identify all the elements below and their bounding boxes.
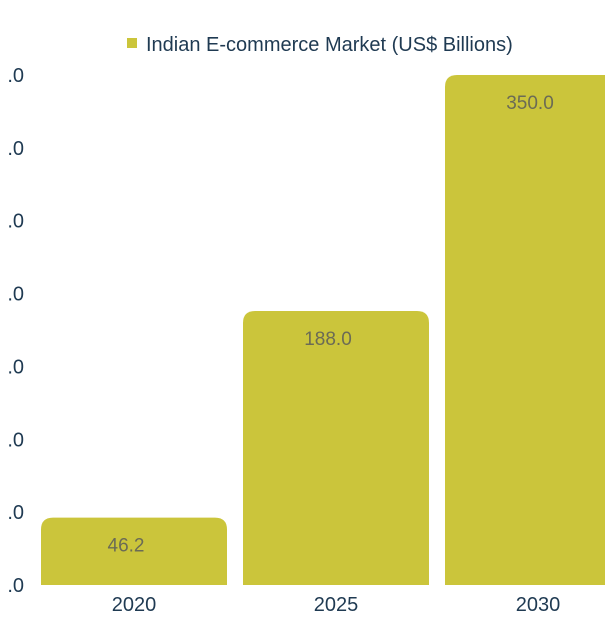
bar-2025 [243,311,429,585]
x-tick-label-2030: 2030 [516,594,561,616]
bars: 46.2 188.0 350.0 [41,75,605,585]
y-axis: .0 .0 .0 .0 .0 .0 .0 .0 [7,65,24,597]
y-tick-label: .0 [7,356,24,378]
y-tick-label: .0 [7,284,24,306]
x-axis: 2020 2025 2030 [112,594,561,616]
x-tick-label-2025: 2025 [314,594,359,616]
bar-2020 [41,517,227,585]
legend-label: Indian E-commerce Market (US$ Billions) [146,34,513,56]
x-tick-label-2020: 2020 [112,594,157,616]
bar-2030 [445,75,605,585]
y-tick-label: .0 [7,65,24,87]
data-label-2020: 46.2 [108,536,145,557]
data-label-2025: 188.0 [304,329,352,350]
y-tick-label: .0 [7,211,24,233]
y-tick-label: .0 [7,575,24,597]
data-label-2030: 350.0 [506,93,554,114]
y-tick-label: .0 [7,138,24,160]
y-tick-label: .0 [7,429,24,451]
y-tick-label: .0 [7,502,24,524]
legend: Indian E-commerce Market (US$ Billions) [127,34,513,56]
legend-swatch [127,38,137,48]
